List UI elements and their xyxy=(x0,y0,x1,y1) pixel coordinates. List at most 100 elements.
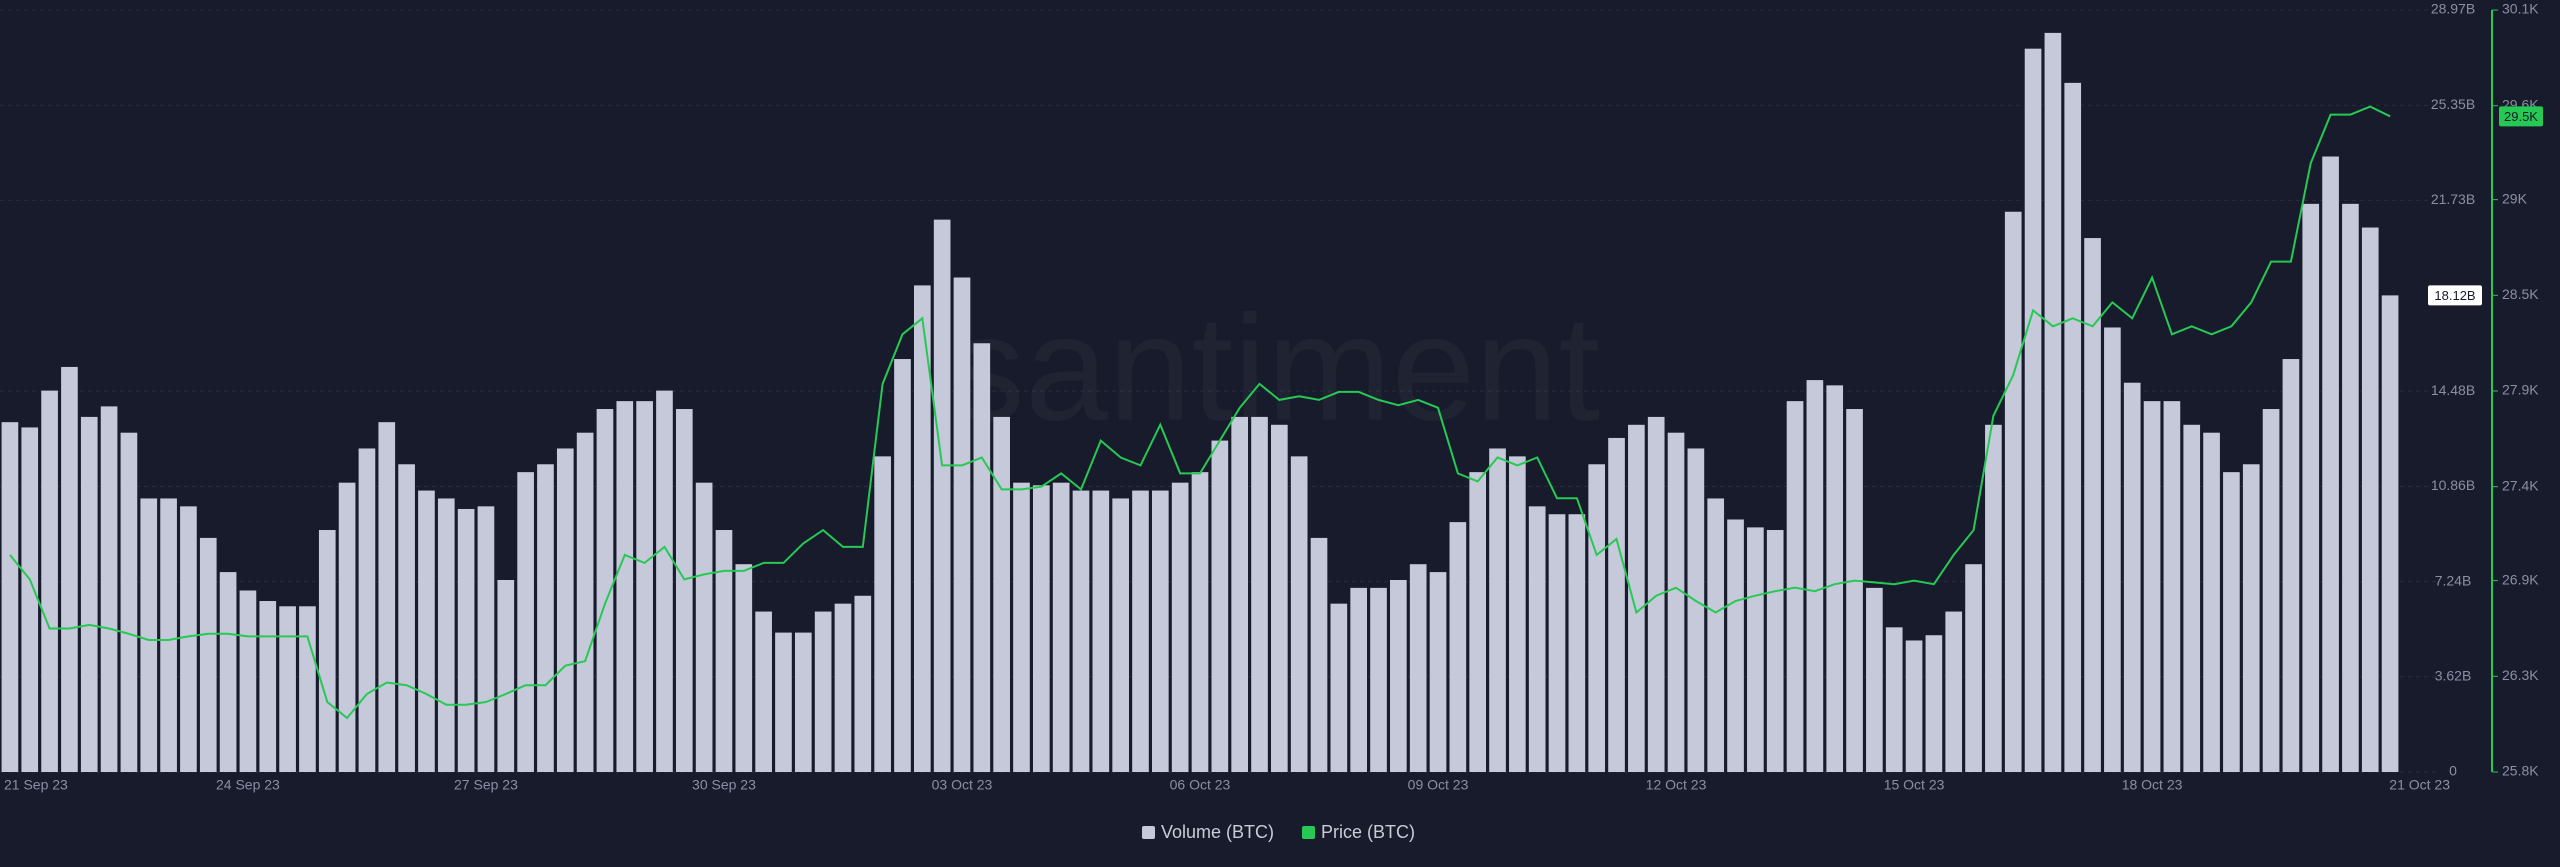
y-tick-label: 21.73B xyxy=(2431,191,2475,207)
legend-swatch xyxy=(1142,826,1155,839)
volume-bar xyxy=(1687,448,1705,772)
volume-bar xyxy=(1290,456,1308,772)
volume-bar xyxy=(299,606,316,772)
volume-bar xyxy=(140,498,158,772)
current-value-label: 18.12B xyxy=(2434,288,2475,303)
volume-bar xyxy=(2064,82,2082,773)
volume-bar xyxy=(1191,472,1209,772)
volume-bar xyxy=(2282,359,2300,772)
volume-bar xyxy=(378,422,396,772)
volume-bar xyxy=(1588,464,1606,772)
volume-bar xyxy=(695,482,713,772)
y-tick-label: 28.97B xyxy=(2431,1,2475,17)
legend-label: Price (BTC) xyxy=(1321,822,1415,842)
volume-bar xyxy=(1112,498,1129,772)
x-tick-label: 06 Oct 23 xyxy=(1170,777,1231,793)
volume-bar xyxy=(1370,587,1387,772)
volume-bar xyxy=(1,422,19,772)
volume-bar xyxy=(1707,498,1725,772)
volume-bar xyxy=(1766,530,1784,772)
y2-tick-label: 29K xyxy=(2502,190,2528,206)
volume-bar xyxy=(2183,424,2201,772)
volume-bar xyxy=(41,390,58,772)
volume-bar xyxy=(160,498,177,772)
volume-bar xyxy=(1885,627,1903,772)
volume-bar xyxy=(2302,203,2320,772)
volume-bar xyxy=(1350,587,1368,772)
volume-bar xyxy=(636,401,653,772)
volume-bar xyxy=(814,611,832,772)
volume-bar xyxy=(1390,579,1407,772)
volume-bar xyxy=(1330,603,1348,772)
volume-bar xyxy=(715,530,733,772)
volume-bar xyxy=(1985,424,2002,772)
volume-bar xyxy=(497,579,515,772)
y2-tick-label: 26.3K xyxy=(2502,667,2539,683)
volume-bar xyxy=(2361,227,2379,772)
volume-bar xyxy=(1568,514,1586,772)
volume-bar xyxy=(239,590,257,772)
volume-bar xyxy=(1846,409,1863,772)
volume-bar xyxy=(2381,295,2399,772)
legend-swatch xyxy=(1302,826,1315,839)
y2-tick-label: 25.8K xyxy=(2502,763,2539,779)
volume-bar xyxy=(1231,416,1248,772)
volume-bar xyxy=(854,595,872,772)
volume-bar xyxy=(457,508,475,772)
x-tick-label: 09 Oct 23 xyxy=(1408,777,1469,793)
y-tick-label: 14.48B xyxy=(2431,382,2475,398)
volume-bar xyxy=(1866,587,1883,772)
volume-bar xyxy=(1271,424,1288,772)
volume-bar xyxy=(2143,401,2161,772)
volume-bar xyxy=(576,432,594,772)
volume-bar xyxy=(180,506,197,772)
volume-bar xyxy=(973,343,991,772)
volume-bar xyxy=(1251,416,1268,772)
volume-bar xyxy=(1469,472,1487,772)
x-tick-label: 21 Oct 23 xyxy=(2389,777,2450,793)
volume-bar xyxy=(894,359,911,772)
volume-bar xyxy=(1092,490,1110,772)
y-tick-label: 25.35B xyxy=(2431,96,2475,112)
volume-bar xyxy=(2322,156,2339,772)
volume-bar xyxy=(834,603,852,772)
volume-bar xyxy=(1965,564,1982,772)
volume-bar xyxy=(993,416,1010,772)
volume-bar xyxy=(1548,514,1566,772)
volume-bar xyxy=(1826,385,1844,772)
volume-bar xyxy=(794,632,812,772)
volume-bar xyxy=(874,456,891,772)
volume-bar xyxy=(1171,482,1189,772)
volume-bar xyxy=(120,432,138,772)
x-tick-label: 03 Oct 23 xyxy=(932,777,993,793)
volume-bar xyxy=(2104,327,2121,772)
y-tick-label: 3.62B xyxy=(2435,667,2472,683)
volume-bar xyxy=(1032,485,1050,772)
volume-bar xyxy=(318,530,336,772)
volume-bar xyxy=(279,606,296,772)
volume-bar xyxy=(1806,380,1824,772)
y-tick-label: 10.86B xyxy=(2431,477,2475,493)
volume-bar xyxy=(2123,382,2141,772)
volume-bar xyxy=(1647,416,1665,772)
volume-bar xyxy=(1409,564,1427,772)
volume-bar xyxy=(2024,48,2042,772)
volume-bar xyxy=(775,632,792,772)
volume-bar xyxy=(199,537,217,772)
volume-bar xyxy=(933,219,951,772)
volume-bar xyxy=(100,406,118,772)
volume-bar xyxy=(953,277,971,772)
x-tick-label: 15 Oct 23 xyxy=(1884,777,1945,793)
x-tick-label: 24 Sep 23 xyxy=(216,777,280,793)
x-tick-label: 30 Sep 23 xyxy=(692,777,756,793)
x-tick-label: 27 Sep 23 xyxy=(454,777,518,793)
current-value-box xyxy=(2428,285,2482,306)
volume-bar xyxy=(616,401,634,772)
volume-bar xyxy=(21,427,39,772)
volume-bar xyxy=(1905,640,1923,772)
volume-bar xyxy=(219,572,237,772)
volume-bar xyxy=(1747,527,1764,772)
volume-bar xyxy=(1628,424,1645,772)
volume-bar xyxy=(2203,432,2220,772)
